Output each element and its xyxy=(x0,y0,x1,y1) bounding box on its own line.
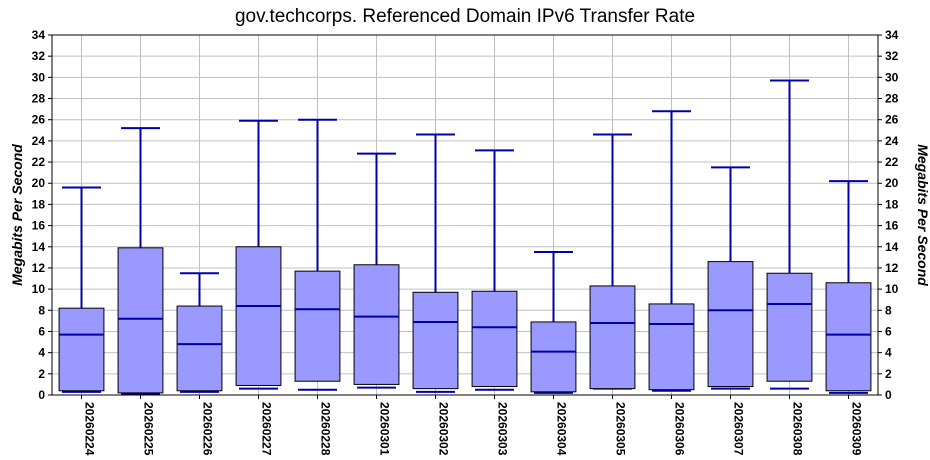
box-series xyxy=(58,79,872,395)
y-tick-label: 18 xyxy=(32,197,46,211)
iqr-box xyxy=(176,305,223,392)
y-tick-label: 22 xyxy=(32,155,46,169)
y-tick-label: 10 xyxy=(32,282,46,296)
x-tick-label: 20260227 xyxy=(260,402,274,456)
y-tick-label: 2 xyxy=(885,367,892,381)
iqr-box xyxy=(235,246,282,386)
x-tick-label: 20260301 xyxy=(378,402,392,456)
x-tick-label: 20260224 xyxy=(83,402,97,456)
y-tick-label: 8 xyxy=(885,303,892,317)
box-20260227 xyxy=(235,119,282,390)
y-tick-label: 34 xyxy=(885,28,899,42)
y-tick-label: 28 xyxy=(32,92,46,106)
y-tick-label: 10 xyxy=(885,282,899,296)
x-tick-label: 20260305 xyxy=(614,402,628,456)
y-tick-label: 0 xyxy=(38,388,45,402)
y-tick-label: 26 xyxy=(32,113,46,127)
box-20260307 xyxy=(707,166,754,390)
iqr-box xyxy=(294,270,341,382)
iqr-box xyxy=(825,282,872,392)
chart-title: gov.techcorps. Referenced Domain IPv6 Tr… xyxy=(235,6,695,27)
y-tick-label: 14 xyxy=(32,240,46,254)
iqr-box xyxy=(648,303,695,391)
x-tick-label: 20260226 xyxy=(201,402,215,456)
y-tick-label: 14 xyxy=(885,240,899,254)
y-axis-label-right: Megabits Per Second xyxy=(915,144,930,286)
box-20260306 xyxy=(648,110,695,392)
y-tick-label: 4 xyxy=(38,346,45,360)
box-20260224 xyxy=(58,186,105,393)
y-tick-label: 24 xyxy=(32,134,46,148)
y-tick-label: 18 xyxy=(885,197,899,211)
x-tick-label: 20260225 xyxy=(142,402,156,456)
box-20260302 xyxy=(412,133,459,393)
y-axis-label-left: Megabits Per Second xyxy=(9,144,25,286)
x-tick-label: 20260303 xyxy=(496,402,510,456)
y-tick-label: 32 xyxy=(885,49,899,63)
y-tick-label: 12 xyxy=(885,261,899,275)
y-tick-label: 34 xyxy=(32,28,46,42)
box-20260301 xyxy=(353,152,400,389)
iqr-box xyxy=(412,291,459,390)
iqr-box xyxy=(530,321,577,393)
x-axis-ticks: 20260224 20260225 20260226 20260227 20260228… xyxy=(81,395,864,456)
box-20260305 xyxy=(589,133,636,390)
y-tick-label: 24 xyxy=(885,134,899,148)
x-tick-label: 20260302 xyxy=(437,402,451,456)
grid-lines xyxy=(52,34,878,396)
iqr-box xyxy=(471,290,518,388)
y-tick-label: 12 xyxy=(32,261,46,275)
y-tick-label: 16 xyxy=(32,219,46,233)
box-20260304 xyxy=(530,251,577,394)
y-tick-label: 6 xyxy=(885,324,892,338)
y-tick-label: 2 xyxy=(38,367,45,381)
x-tick-label: 20260308 xyxy=(791,402,805,456)
box-20260225 xyxy=(117,127,164,395)
iqr-box xyxy=(766,272,813,382)
y-tick-label: 26 xyxy=(885,113,899,127)
y-tick-label: 30 xyxy=(885,70,899,84)
x-tick-label: 20260306 xyxy=(673,402,687,456)
plot-frame xyxy=(51,34,879,396)
box-20260303 xyxy=(471,149,518,391)
iqr-box xyxy=(117,247,164,394)
y-tick-label: 6 xyxy=(38,324,45,338)
box-20260228 xyxy=(294,118,341,391)
x-tick-label: 20260309 xyxy=(850,402,864,456)
x-tick-label: 20260228 xyxy=(319,402,333,456)
y-tick-label: 20 xyxy=(32,176,46,190)
y-tick-label: 32 xyxy=(32,49,46,63)
y-tick-label: 8 xyxy=(38,303,45,317)
y-tick-label: 0 xyxy=(885,388,892,402)
box-20260226 xyxy=(176,272,223,393)
x-tick-label: 20260304 xyxy=(555,402,569,456)
iqr-box xyxy=(353,264,400,385)
y-tick-label: 20 xyxy=(885,176,899,190)
y-tick-label: 22 xyxy=(885,155,899,169)
iqr-box xyxy=(58,307,105,392)
box-20260308 xyxy=(766,79,813,390)
iqr-box xyxy=(589,285,636,390)
y-tick-label: 4 xyxy=(885,346,892,360)
box-20260309 xyxy=(825,180,872,394)
y-tick-label: 30 xyxy=(32,70,46,84)
y-tick-label: 16 xyxy=(885,219,899,233)
iqr-box xyxy=(707,261,754,388)
y-tick-label: 28 xyxy=(885,92,899,106)
x-tick-label: 20260307 xyxy=(732,402,746,456)
